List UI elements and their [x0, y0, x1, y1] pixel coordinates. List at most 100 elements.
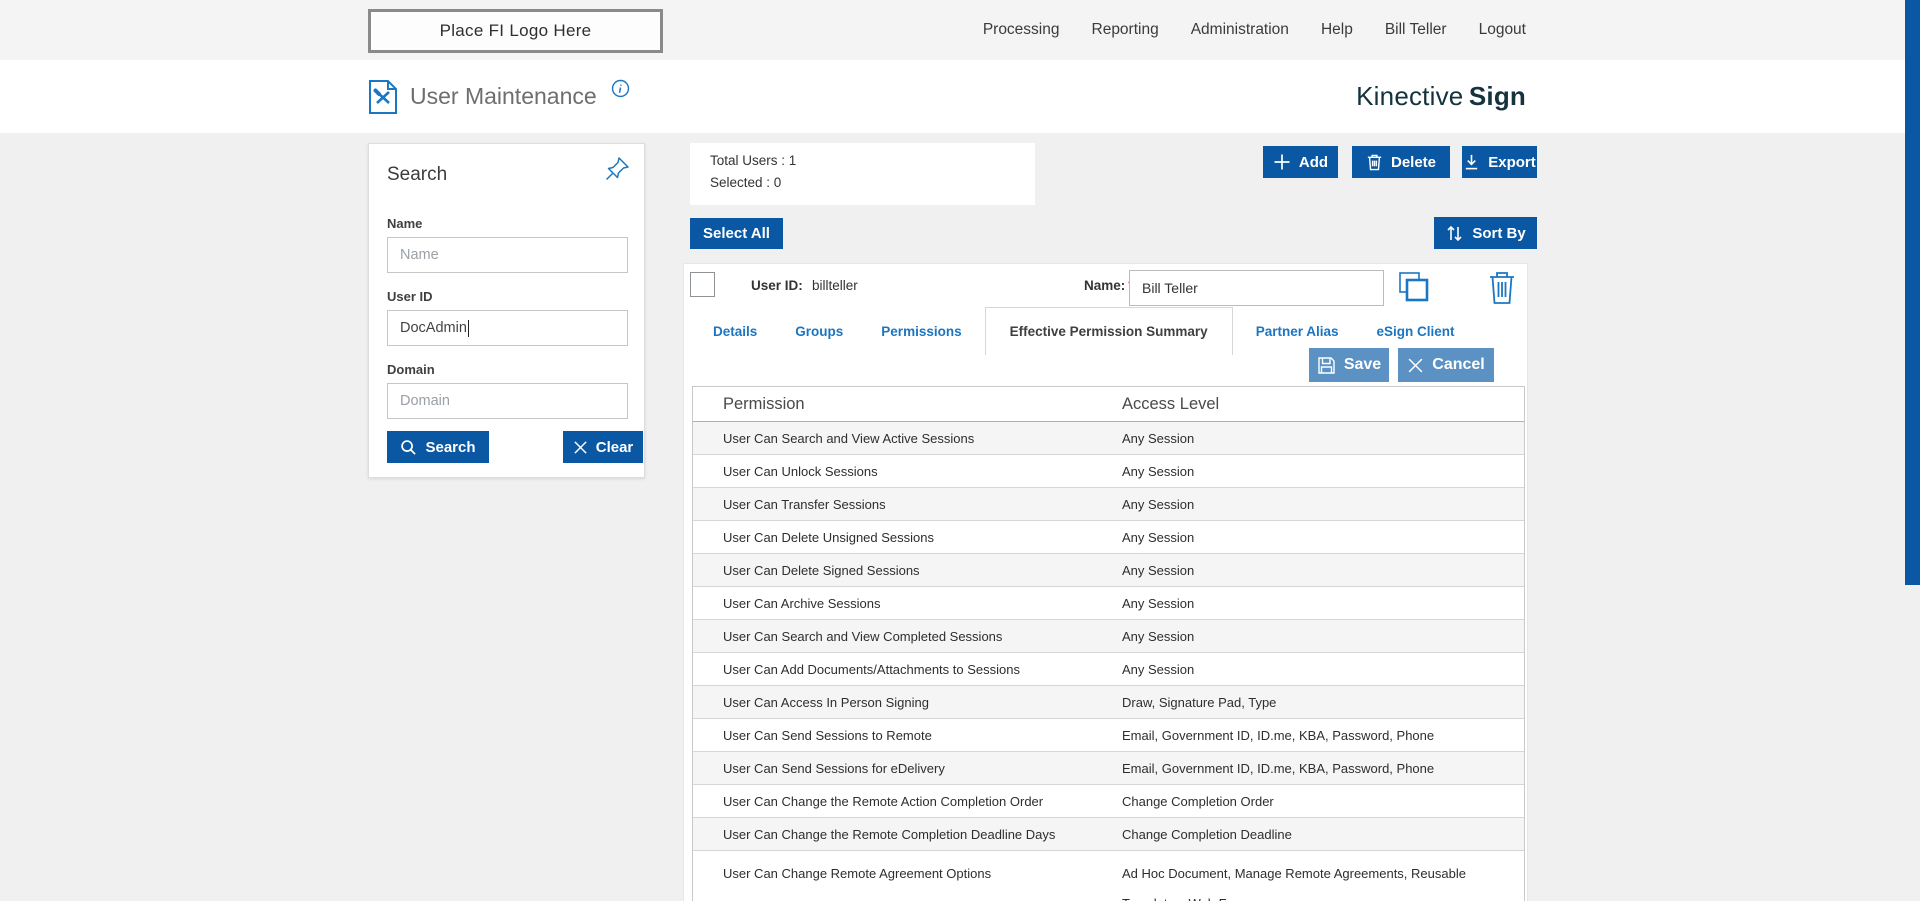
search-button[interactable]: Search — [387, 431, 489, 463]
permission-row: User Can Transfer Sessions Any Session — [693, 487, 1524, 521]
scrollbar-thumb[interactable] — [1905, 0, 1920, 585]
permission-access-level: Any Session — [1122, 431, 1195, 446]
permission-row: User Can Archive Sessions Any Session — [693, 586, 1524, 620]
permission-row: User Can Access In Person Signing Draw, S… — [693, 685, 1524, 719]
clear-button[interactable]: Clear — [563, 431, 643, 463]
tab-permissions[interactable]: Permissions — [881, 323, 962, 339]
permission-name: User Can Send Sessions to Remote — [693, 718, 1122, 752]
page-title: User Maintenance — [410, 83, 597, 109]
permission-name: User Can Send Sessions for eDelivery — [693, 751, 1122, 785]
permission-row: User Can Send Sessions to Remote Email, G… — [693, 718, 1524, 752]
user-maintenance-doc-icon — [369, 79, 397, 114]
user-row-checkbox[interactable] — [690, 272, 715, 297]
permission-row: User Can Search and View Active Sessions… — [693, 421, 1524, 455]
export-button[interactable]: Export — [1462, 146, 1537, 178]
nav-administration[interactable]: Administration — [1190, 21, 1289, 38]
permission-name: User Can Change the Remote Action Comple… — [693, 784, 1122, 818]
search-panel-title: Search — [387, 164, 448, 185]
user-id-value: billteller — [812, 278, 858, 293]
search-domain-input[interactable] — [387, 383, 628, 419]
cancel-button-label: Cancel — [1432, 356, 1485, 373]
name-field-label: Name — [387, 216, 423, 231]
permission-access-level: Change Completion Order — [1122, 784, 1524, 818]
tab-effective-permission-summary[interactable]: Effective Permission Summary — [984, 307, 1233, 355]
tab-partner-alias[interactable]: Partner Alias — [1255, 323, 1339, 339]
nav-processing[interactable]: Processing — [982, 21, 1060, 38]
column-header-permission: Permission — [693, 387, 1122, 422]
save-floppy-icon — [1318, 356, 1335, 374]
permission-row: User Can Change the Remote Action Comple… — [693, 784, 1524, 818]
selected-count-text: Selected : 0 — [710, 175, 782, 190]
search-name-input[interactable] — [387, 237, 628, 273]
permission-name: User Can Access In Person Signing — [693, 685, 1122, 719]
permissions-table-body: User Can Search and View Active Sessions… — [693, 421, 1524, 901]
permission-name: User Can Change Remote Agreement Options — [693, 850, 1122, 901]
tab-esign-client[interactable]: eSign Client — [1376, 323, 1455, 339]
permission-access-level: Any Session — [1122, 553, 1524, 587]
permission-row: User Can Send Sessions for eDelivery Emai… — [693, 751, 1524, 785]
top-bar: Place FI Logo Here Processing Reporting … — [0, 0, 1920, 60]
column-header-access-level: Access Level — [1122, 387, 1524, 422]
row-delete-trash-icon[interactable] — [1486, 269, 1518, 307]
name-label-text: Name: — [1084, 278, 1126, 293]
pin-icon[interactable] — [604, 156, 630, 182]
permission-row: User Can Delete Unsigned Sessions Any Ses… — [693, 520, 1524, 554]
save-button[interactable]: Save — [1309, 348, 1389, 382]
permission-name: User Can Search and View Active Sessions — [723, 431, 975, 446]
sort-by-button[interactable]: Sort By — [1434, 217, 1537, 249]
user-tabs: Details Groups Permissions Effective Per… — [713, 307, 1474, 355]
permission-access-level: Any Session — [1122, 586, 1524, 620]
nav-help[interactable]: Help — [1320, 21, 1353, 38]
clear-button-label: Clear — [595, 438, 634, 456]
select-all-label: Select All — [703, 225, 770, 242]
add-button[interactable]: Add — [1263, 146, 1338, 178]
save-button-label: Save — [1343, 356, 1382, 373]
permission-access-level: Any Session — [1122, 619, 1524, 653]
permission-access-level: Any Session — [1122, 454, 1524, 488]
permission-name: User Can Delete Unsigned Sessions — [693, 520, 1122, 554]
summary-box: Total Users : 1 Selected : 0 — [690, 143, 1035, 205]
clear-x-icon — [574, 440, 587, 454]
total-users-text: Total Users : 1 — [710, 153, 797, 168]
sort-by-label: Sort By — [1472, 224, 1526, 242]
select-all-button[interactable]: Select All — [690, 218, 783, 249]
permission-name: User Can Change the Remote Completion De… — [693, 817, 1122, 851]
nav-reporting[interactable]: Reporting — [1091, 21, 1159, 38]
delete-button-label: Delete — [1390, 153, 1437, 171]
permission-row: User Can Unlock Sessions Any Session — [693, 454, 1524, 488]
tab-groups[interactable]: Groups — [795, 323, 844, 339]
tab-details[interactable]: Details — [713, 323, 758, 339]
domain-field-label: Domain — [387, 362, 435, 377]
permission-access-level: Draw, Signature Pad, Type — [1122, 685, 1524, 719]
permission-name: User Can Transfer Sessions — [693, 487, 1122, 521]
scrollbar-track[interactable] — [1905, 0, 1920, 901]
search-user-id-value: DocAdmin — [400, 320, 467, 336]
copy-icon[interactable] — [1396, 269, 1432, 307]
nav-logout[interactable]: Logout — [1478, 21, 1526, 38]
trash-icon — [1367, 154, 1382, 170]
delete-button[interactable]: Delete — [1352, 146, 1450, 178]
add-button-label: Add — [1298, 153, 1329, 171]
user-id-label: User ID: — [751, 278, 803, 293]
permission-row: User Can Delete Signed Sessions Any Sessi… — [693, 553, 1524, 587]
search-user-id-input[interactable]: DocAdmin — [387, 310, 628, 346]
permission-access-level: Any Session — [1122, 652, 1524, 686]
search-panel: Search Name User ID DocAdmin Domain Sear… — [368, 143, 645, 478]
nav-current-user[interactable]: Bill Teller — [1384, 21, 1447, 38]
permissions-table: Permission Access Level User Can Search … — [693, 387, 1524, 901]
user-name-input[interactable] — [1129, 270, 1384, 306]
permission-name: User Can Unlock Sessions — [693, 454, 1122, 488]
cancel-x-icon — [1408, 358, 1423, 372]
permissions-panel: Permission Access Level User Can Search … — [692, 386, 1525, 901]
brand-bold: Sign — [1468, 81, 1526, 111]
permission-access-level: Any Session — [1122, 487, 1524, 521]
download-icon — [1466, 154, 1478, 170]
permission-row: User Can Change Remote Agreement Options… — [693, 850, 1524, 901]
page-header-bar: User Maintenance Kinective Sign — [0, 60, 1920, 133]
fi-logo-text: Place FI Logo Here — [439, 21, 592, 40]
permission-row: User Can Add Documents/Attachments to Se… — [693, 652, 1524, 686]
info-icon[interactable] — [611, 79, 630, 98]
permission-access-level: Change Completion Deadline — [1122, 817, 1524, 851]
cancel-button[interactable]: Cancel — [1398, 348, 1494, 382]
brand-regular: Kinective — [1356, 81, 1464, 111]
